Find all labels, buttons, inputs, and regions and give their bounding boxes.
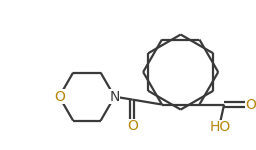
Text: N: N [109,90,120,104]
Text: O: O [127,119,138,133]
Text: O: O [54,90,65,104]
Text: O: O [245,98,256,112]
Text: HO: HO [210,120,231,134]
